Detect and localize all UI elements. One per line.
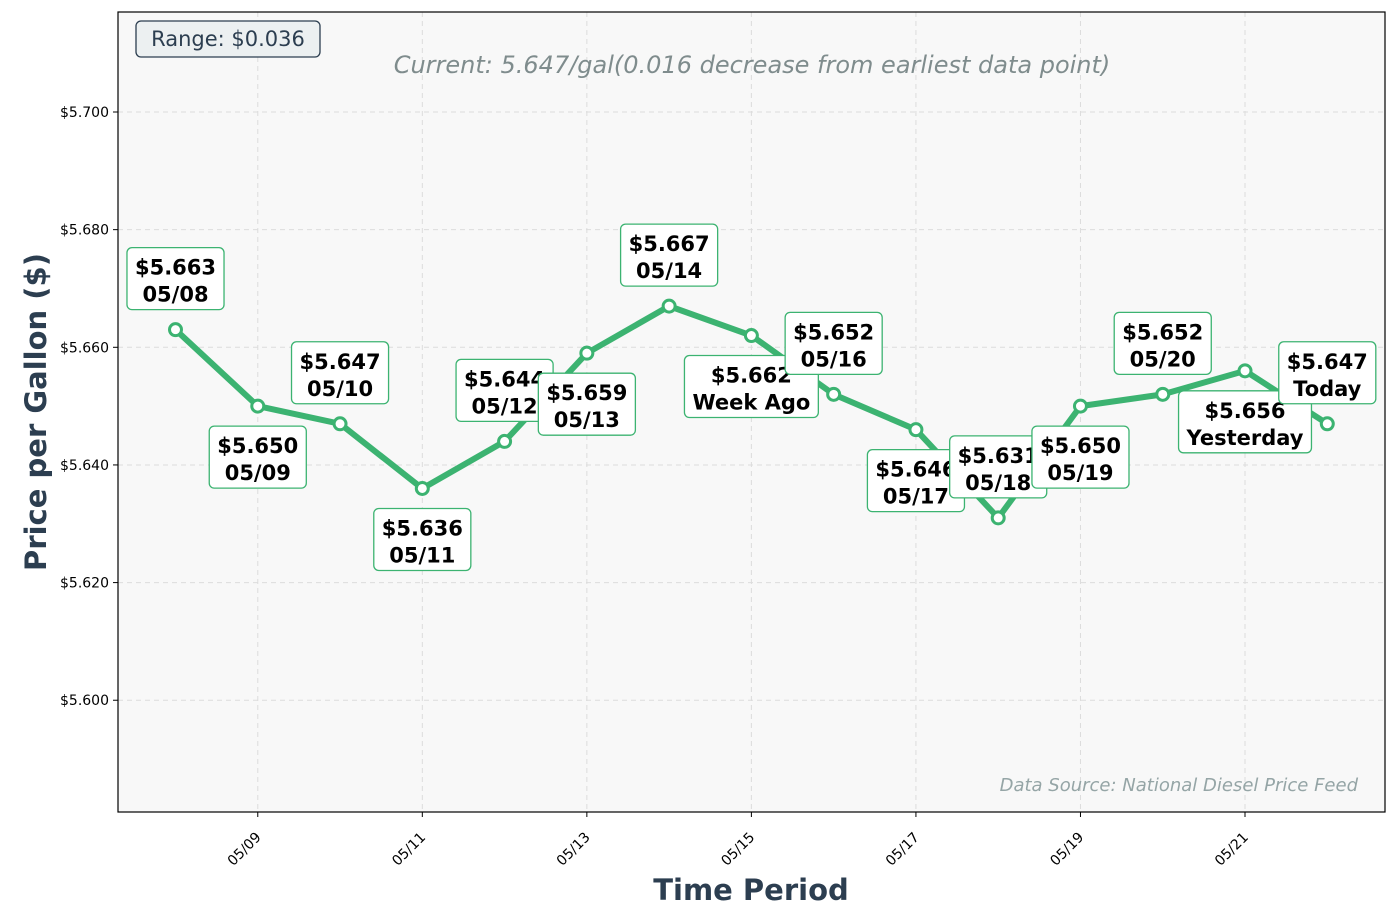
point-date-label: 05/16 <box>801 347 867 371</box>
y-tick-label: $5.620 <box>60 576 109 592</box>
point-label: $5.652 05/16 <box>784 311 883 376</box>
point-label: $5.636 05/11 <box>373 507 472 572</box>
range-label: Range: $0.036 <box>151 27 305 51</box>
data-point <box>497 433 513 449</box>
point-label-box <box>1031 425 1130 489</box>
y-tick-label: $5.600 <box>60 693 109 709</box>
range-badge: Range: $0.036 <box>135 20 321 58</box>
point-label: $5.644 05/12 <box>455 358 554 423</box>
point-label-box <box>619 223 719 287</box>
point-label-box <box>373 507 472 572</box>
point-label-box <box>1278 341 1377 405</box>
x-tick-label: 05/11 <box>389 830 429 870</box>
point-label: $5.662 Week Ago <box>683 354 819 419</box>
x-axis-title: Time Period <box>653 873 849 907</box>
point-date-label: 05/11 <box>389 543 455 567</box>
point-label-box <box>1113 311 1212 376</box>
point-label: $5.656 Yesterday <box>1177 390 1313 454</box>
x-tick-label: 05/09 <box>225 830 265 870</box>
price-series <box>168 298 1335 526</box>
data-point <box>1072 398 1088 414</box>
data-point <box>1319 416 1335 432</box>
point-price-label: $5.667 <box>629 232 710 256</box>
y-axis: $5.600 $5.620 $5.640 $5.660 $5.680 $5.700 <box>60 105 118 709</box>
point-price-label: $5.644 <box>464 367 545 391</box>
y-tick-label: $5.640 <box>60 458 109 474</box>
data-point <box>826 386 842 402</box>
point-label: $5.650 05/19 <box>1031 425 1130 489</box>
point-price-label: $5.662 <box>711 364 792 388</box>
data-point <box>743 328 759 344</box>
point-date-label: 05/20 <box>1130 347 1196 371</box>
point-label: $5.663 05/08 <box>126 246 225 311</box>
point-date-label: Today <box>1293 377 1362 401</box>
point-date-label: Yesterday <box>1186 426 1304 450</box>
plot-frame <box>117 11 1386 813</box>
point-label-box <box>208 425 307 489</box>
point-price-label: $5.647 <box>1287 350 1368 374</box>
point-price-label: $5.646 <box>875 458 956 482</box>
point-price-label: $5.650 <box>217 434 298 458</box>
point-label: $5.667 05/14 <box>619 223 719 287</box>
point-price-label: $5.647 <box>300 350 381 374</box>
point-date-label: 05/14 <box>636 259 702 283</box>
x-tick-label: 05/17 <box>883 830 923 870</box>
point-label: $5.650 05/09 <box>208 425 307 489</box>
x-tick-label: 05/19 <box>1047 830 1087 870</box>
x-tick-label: 05/15 <box>718 830 758 870</box>
point-label: $5.646 05/17 <box>866 448 966 513</box>
point-label: $5.652 05/20 <box>1113 311 1212 376</box>
point-date-label: Week Ago <box>692 391 810 415</box>
point-label-box <box>290 341 390 405</box>
y-tick-label: $5.680 <box>60 223 109 239</box>
point-price-label: $5.652 <box>1122 320 1203 344</box>
data-point <box>579 345 595 361</box>
point-date-label: 05/18 <box>965 471 1031 495</box>
point-date-label: 05/10 <box>307 377 373 401</box>
point-price-label: $5.652 <box>793 320 874 344</box>
point-price-label: $5.636 <box>382 516 463 540</box>
data-point <box>250 398 266 414</box>
point-price-label: $5.663 <box>135 256 216 280</box>
data-point <box>168 322 183 338</box>
point-date-label: 05/08 <box>142 283 208 307</box>
point-price-label: $5.656 <box>1204 399 1285 423</box>
point-label-box <box>537 372 637 436</box>
point-label-box <box>126 246 225 311</box>
data-point <box>661 298 677 314</box>
y-tick-label: $5.700 <box>60 105 109 121</box>
point-date-label: 05/12 <box>472 394 538 418</box>
point-label: $5.647 Today <box>1278 341 1377 405</box>
data-point <box>414 480 430 496</box>
x-axis: 05/09 05/11 05/13 05/15 05/17 05/19 05/21 <box>225 812 1252 869</box>
data-point <box>990 510 1006 526</box>
chart-subtitle: Current: 5.647/gal(0.016 decrease from e… <box>394 51 1111 79</box>
x-tick-label: 05/21 <box>1212 830 1252 870</box>
x-tick-label: 05/13 <box>554 830 594 870</box>
point-price-label: $5.650 <box>1040 434 1121 458</box>
point-date-label: 05/09 <box>225 461 291 485</box>
point-label: $5.659 05/13 <box>537 372 637 436</box>
data-point <box>1237 363 1253 379</box>
point-label: $5.631 05/18 <box>949 435 1048 499</box>
point-label: $5.647 05/10 <box>290 341 390 405</box>
y-axis-title: Price per Gallon ($) <box>19 253 53 571</box>
point-label-box <box>1177 390 1313 454</box>
y-tick-label: $5.660 <box>60 340 109 356</box>
point-date-label: 05/17 <box>883 485 949 509</box>
point-date-label: 05/19 <box>1047 461 1113 485</box>
point-date-label: 05/13 <box>554 408 620 432</box>
data-point <box>332 416 348 432</box>
data-point <box>908 422 924 438</box>
point-label-box <box>784 311 883 376</box>
source-note: Data Source: National Diesel Price Feed <box>1000 775 1359 796</box>
point-price-label: $5.631 <box>958 444 1039 468</box>
point-labels: $5.663 05/08 $5.650 05/09 $5.647 05/10 $5.636 0… <box>126 223 1377 572</box>
point-price-label: $5.659 <box>546 381 627 405</box>
data-point <box>1155 386 1171 402</box>
